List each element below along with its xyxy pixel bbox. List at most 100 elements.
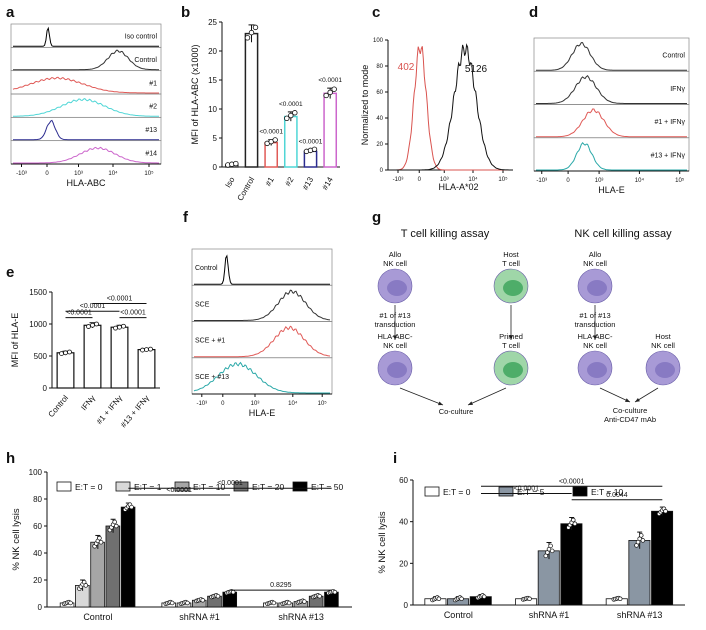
panel-i-pvalue: <0.0001 <box>559 478 585 485</box>
panel-i-bar <box>560 523 583 606</box>
panel-label-e: e <box>6 264 14 281</box>
panel-h-group-label: shRNA #1 <box>179 612 220 622</box>
panel-i-point <box>572 521 578 526</box>
panel-b-point <box>292 110 298 116</box>
panel-a-row-box <box>10 70 162 95</box>
panel-g-label-coculture-cd47: Co-culture <box>613 406 648 415</box>
panel-g-label-host-nk: NK cell <box>651 341 675 350</box>
panel-h-point <box>114 523 119 529</box>
panel-f-row-label: SCE + #1 <box>195 338 225 345</box>
panel-d-row-label: #13 + IFNγ <box>651 152 686 159</box>
panel-a-histogram-4 <box>13 119 159 141</box>
panel-h-point <box>98 539 104 545</box>
panel-i-legend-swatch <box>498 486 514 497</box>
panel-g-header-t-cell: T cell killing assay <box>401 228 490 240</box>
panel-d-x-label: HLA-E <box>598 185 625 195</box>
panel-g-label-host-nk: Host <box>655 332 671 341</box>
panel-c-y-tick-label: 60 <box>376 90 383 96</box>
panel-h-bar <box>90 541 105 608</box>
panel-c-y-tick-label: 40 <box>376 116 383 122</box>
panel-i-point <box>459 596 464 601</box>
panel-h-legend-label: E:T = 50 <box>311 482 343 492</box>
panel-g-arrow-head <box>393 335 397 340</box>
panel-g-cell-host-nk-nucleus <box>655 362 675 378</box>
panel-label-f: f <box>183 209 189 226</box>
panel-b-bar <box>244 32 259 168</box>
panel-f-x-tick-label: 10³ <box>251 401 260 407</box>
panel-f-row-label: SCE + #13 <box>195 374 229 381</box>
panel-f-group: Control SCE SCE + #1 SCE + #13 <box>191 248 333 395</box>
panel-h-legend-swatch <box>233 481 249 492</box>
panel-b-point <box>233 160 239 167</box>
panel-h-pvalue: <0.0001 <box>217 480 243 487</box>
panel-h-legend-label: E:T = 1 <box>134 482 162 492</box>
panel-e-bar <box>137 349 156 389</box>
panel-a-row-label: #13 <box>145 127 157 134</box>
panel-b-point <box>248 29 255 36</box>
panel-g-arrow <box>399 387 444 406</box>
panel-g-label-transduction-2: transduction <box>575 320 616 329</box>
panel-e-pvalue: <0.0001 <box>66 310 92 317</box>
panel-h-y-tick-label: 20 <box>33 576 42 585</box>
panel-i-group-label: shRNA #13 <box>617 610 663 620</box>
panel-i-y-tick-label: 60 <box>399 476 408 485</box>
panel-e-pvalue: <0.0001 <box>80 303 106 310</box>
panel-g-label-coculture: Co-culture <box>439 407 474 416</box>
panel-e-bar <box>83 324 102 389</box>
panel-e-point <box>94 321 99 327</box>
panel-e-category-label: IFNγ <box>79 394 97 413</box>
panel-b-category-label: Iso <box>223 175 236 189</box>
panel-b-y-tick-label: 15 <box>208 76 217 85</box>
panel-i-point <box>549 548 555 554</box>
panel-d-row-label: #1 + IFNγ <box>654 119 685 126</box>
panel-d-x-tick-label: 10³ <box>595 178 604 184</box>
panel-a-row-label: Control <box>134 57 157 64</box>
panel-f-x-tick-label: 10⁵ <box>318 400 328 407</box>
panel-i-legend-label: E:T = 0 <box>443 487 471 497</box>
panel-b-y-tick-label: 0 <box>213 163 218 172</box>
panel-e-pvalue: <0.0001 <box>107 296 133 303</box>
panel-h-group-label: Control <box>83 612 112 622</box>
panel-f-row-label: Control <box>195 265 218 272</box>
panel-g-arrow <box>599 387 631 403</box>
panel-d-x-tick-label: 10⁴ <box>635 177 645 184</box>
panel-b-point <box>288 112 294 119</box>
panel-g-label-allo-nk: Allo <box>389 250 402 259</box>
panel-g-label-transduction-2: #1 of #13 <box>579 311 610 320</box>
panel-g-label-transduction: #1 of #13 <box>379 311 410 320</box>
panel-g-arrow-head <box>509 335 513 340</box>
panel-g-label-primed-t: T cell <box>502 341 520 350</box>
panel-a-histogram-5 <box>13 146 159 164</box>
panel-a-row-label: #2 <box>149 104 157 111</box>
panel-g-header-nk-cell: NK cell killing assay <box>574 228 672 240</box>
panel-f-row-label: SCE <box>195 301 210 308</box>
panel-i-group-label: shRNA #1 <box>529 610 570 620</box>
panel-d-x-tick-label: 0 <box>566 178 570 184</box>
panel-g-label-primed-t: Primed <box>499 332 523 341</box>
panel-h-point <box>185 600 190 606</box>
panel-h-y-label: % NK cell lysis <box>11 508 22 571</box>
panel-b-pvalue: <0.0001 <box>299 139 323 146</box>
panel-d-x-tick-label: 10⁵ <box>675 177 685 184</box>
panel-label-i: i <box>393 450 397 467</box>
panel-e-point <box>140 347 145 353</box>
panel-i-group-label: Control <box>444 610 473 620</box>
panel-i-legend-label: E:T = 5 <box>517 487 545 497</box>
panel-b-bar <box>283 115 298 168</box>
panel-d-row-box <box>533 70 690 105</box>
panel-b-point <box>244 35 251 41</box>
panel-h-legend-label: E:T = 10 <box>193 482 225 492</box>
panel-c-histogram-iso <box>390 46 511 171</box>
panel-d-group: Control IFNγ #1 + IFNγ #13 + IFNγ <box>533 37 690 172</box>
panel-h-point <box>169 600 175 606</box>
panel-h-bar <box>105 525 121 608</box>
panel-b-pvalue: <0.0001 <box>279 101 303 108</box>
panel-b-y-label: MFI of HLA-ABC (x1000) <box>190 44 200 144</box>
panel-h-group-label: shRNA #13 <box>278 612 324 622</box>
panel-e-y-label: MFI of HLA-E <box>10 313 20 368</box>
panel-g-label-allo-nk-2: NK cell <box>583 259 607 268</box>
panel-a-x-tick-label: -10³ <box>16 171 27 177</box>
panel-i-y-tick-label: 20 <box>399 559 408 568</box>
panel-f-x-label: HLA-E <box>249 408 276 418</box>
